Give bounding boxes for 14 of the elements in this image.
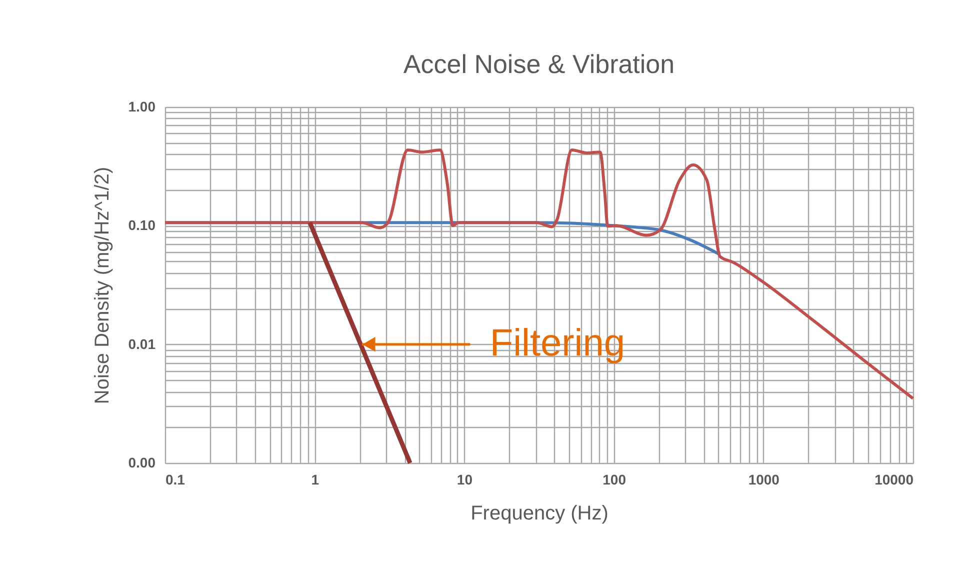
x-tick-label: 1 xyxy=(311,472,320,488)
y-axis-title: Noise Density (mg/Hz^1/2) xyxy=(91,166,114,404)
x-axis-title: Frequency (Hz) xyxy=(470,502,608,524)
x-tick-label: 10000 xyxy=(874,472,914,488)
x-tick-label: 10 xyxy=(456,472,473,488)
x-tick-label: 100 xyxy=(602,472,626,488)
x-tick-label: 1000 xyxy=(748,472,780,488)
y-tick-label: 0.10 xyxy=(128,217,156,234)
chart-title: Accel Noise & Vibration xyxy=(403,49,675,79)
y-tick-label: 0.00 xyxy=(128,454,156,470)
annotation: Filtering xyxy=(490,322,626,364)
y-tick-label: 0.01 xyxy=(128,336,156,352)
y-tick-label: 1.00 xyxy=(128,98,156,114)
x-tick-label: 0.1 xyxy=(166,472,186,488)
